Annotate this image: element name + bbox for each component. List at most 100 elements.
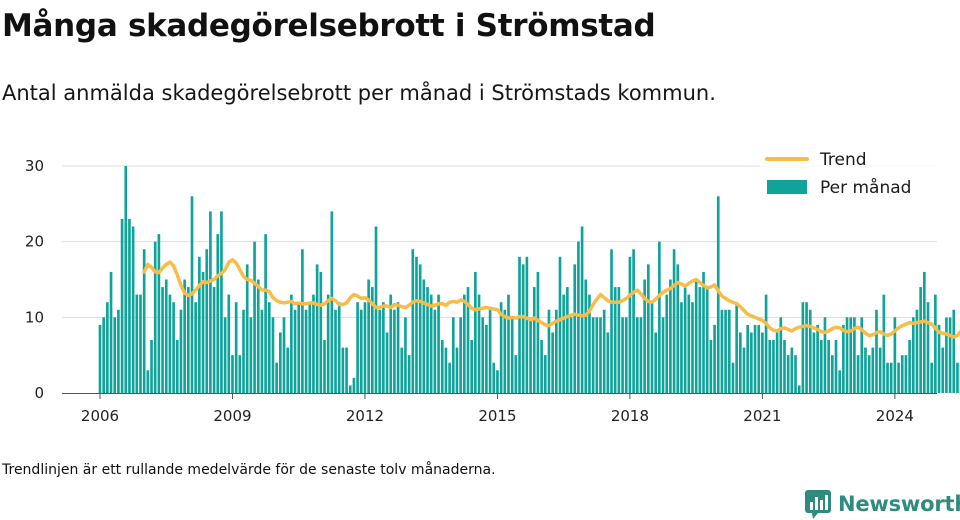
bar (279, 332, 282, 393)
x-tick-label: 2006 (81, 407, 119, 425)
chart-canvas: 2006 2009 2012 2015 2018 2021 2024 0 10 20 30 Tre… (25, 148, 960, 425)
bar (713, 324, 716, 393)
bar (775, 332, 779, 393)
bar (757, 324, 761, 393)
x-tick-label: 2009 (213, 407, 251, 425)
y-tick-label: 10 (25, 308, 44, 326)
bar (599, 317, 602, 393)
bar (433, 309, 437, 393)
bar (709, 340, 713, 393)
bar (231, 355, 234, 393)
bar (577, 241, 580, 393)
legend: Trend Per månad (760, 148, 938, 210)
bar (823, 317, 827, 393)
bar (102, 317, 106, 393)
x-axis: 2006 2009 2012 2015 2018 2021 2024 (62, 393, 937, 425)
bar (816, 324, 819, 393)
bar (930, 362, 934, 393)
bar (705, 287, 709, 393)
bar (540, 340, 543, 393)
bar (753, 324, 757, 393)
bar (698, 287, 702, 393)
bar (337, 302, 341, 393)
bar (415, 256, 418, 393)
bar (532, 287, 536, 393)
bar (694, 279, 698, 393)
bar (908, 340, 911, 393)
bar (109, 271, 113, 393)
bar (904, 355, 908, 393)
bar (242, 309, 245, 393)
bar (448, 362, 451, 393)
bar (819, 340, 823, 393)
bar (348, 385, 352, 393)
bar (934, 294, 937, 393)
bar (897, 362, 900, 393)
bar (106, 302, 109, 393)
bar (227, 294, 231, 393)
bar (256, 279, 260, 393)
bar (889, 362, 893, 393)
bar (374, 226, 378, 393)
bar (875, 309, 878, 393)
bar (558, 256, 562, 393)
bar (492, 362, 496, 393)
bar (919, 287, 922, 393)
bar (301, 249, 304, 393)
legend-bar-label: Per månad (820, 177, 911, 198)
bar (164, 279, 168, 393)
bar (175, 340, 179, 393)
bar (739, 332, 742, 393)
x-tick-label: 2012 (346, 407, 384, 425)
bar (842, 324, 845, 393)
bar (477, 294, 481, 393)
bar (926, 302, 930, 393)
bar (584, 279, 588, 393)
bar (150, 340, 153, 393)
bar (212, 287, 216, 393)
bar (135, 294, 139, 393)
bar (801, 302, 805, 393)
bar (669, 279, 672, 393)
chart-title: Många skadegörelsebrott i Strömstad (2, 8, 656, 44)
bar (779, 317, 783, 393)
bar (264, 234, 267, 393)
bar (330, 211, 334, 393)
bar (205, 249, 209, 393)
bar (293, 309, 297, 393)
bar (543, 355, 547, 393)
x-tick-label: 2024 (876, 407, 914, 425)
bar (724, 309, 727, 393)
bar (647, 264, 650, 393)
bar (566, 287, 569, 393)
trend-line (142, 258, 960, 339)
bar (496, 370, 499, 393)
bar (404, 317, 407, 393)
bar (610, 249, 613, 393)
bar (853, 317, 856, 393)
bar (621, 317, 624, 393)
bar (429, 294, 433, 393)
bar (683, 287, 687, 393)
bar (282, 317, 286, 393)
bar (470, 340, 474, 393)
y-axis-labels: 0 10 20 30 (25, 157, 44, 402)
bar (948, 317, 952, 393)
bar (198, 256, 201, 393)
bar (139, 294, 142, 393)
bar (613, 287, 617, 393)
bar (463, 294, 466, 393)
bar (838, 370, 842, 393)
bar (624, 317, 628, 393)
legend-trend-label: Trend (819, 150, 867, 170)
bar (183, 279, 186, 393)
bar (790, 347, 794, 393)
bar (691, 302, 694, 393)
bar (886, 362, 889, 393)
bar (249, 317, 253, 393)
bar (98, 324, 102, 393)
bar (746, 324, 750, 393)
bar (827, 340, 830, 393)
bar (591, 317, 595, 393)
bar (606, 332, 610, 393)
